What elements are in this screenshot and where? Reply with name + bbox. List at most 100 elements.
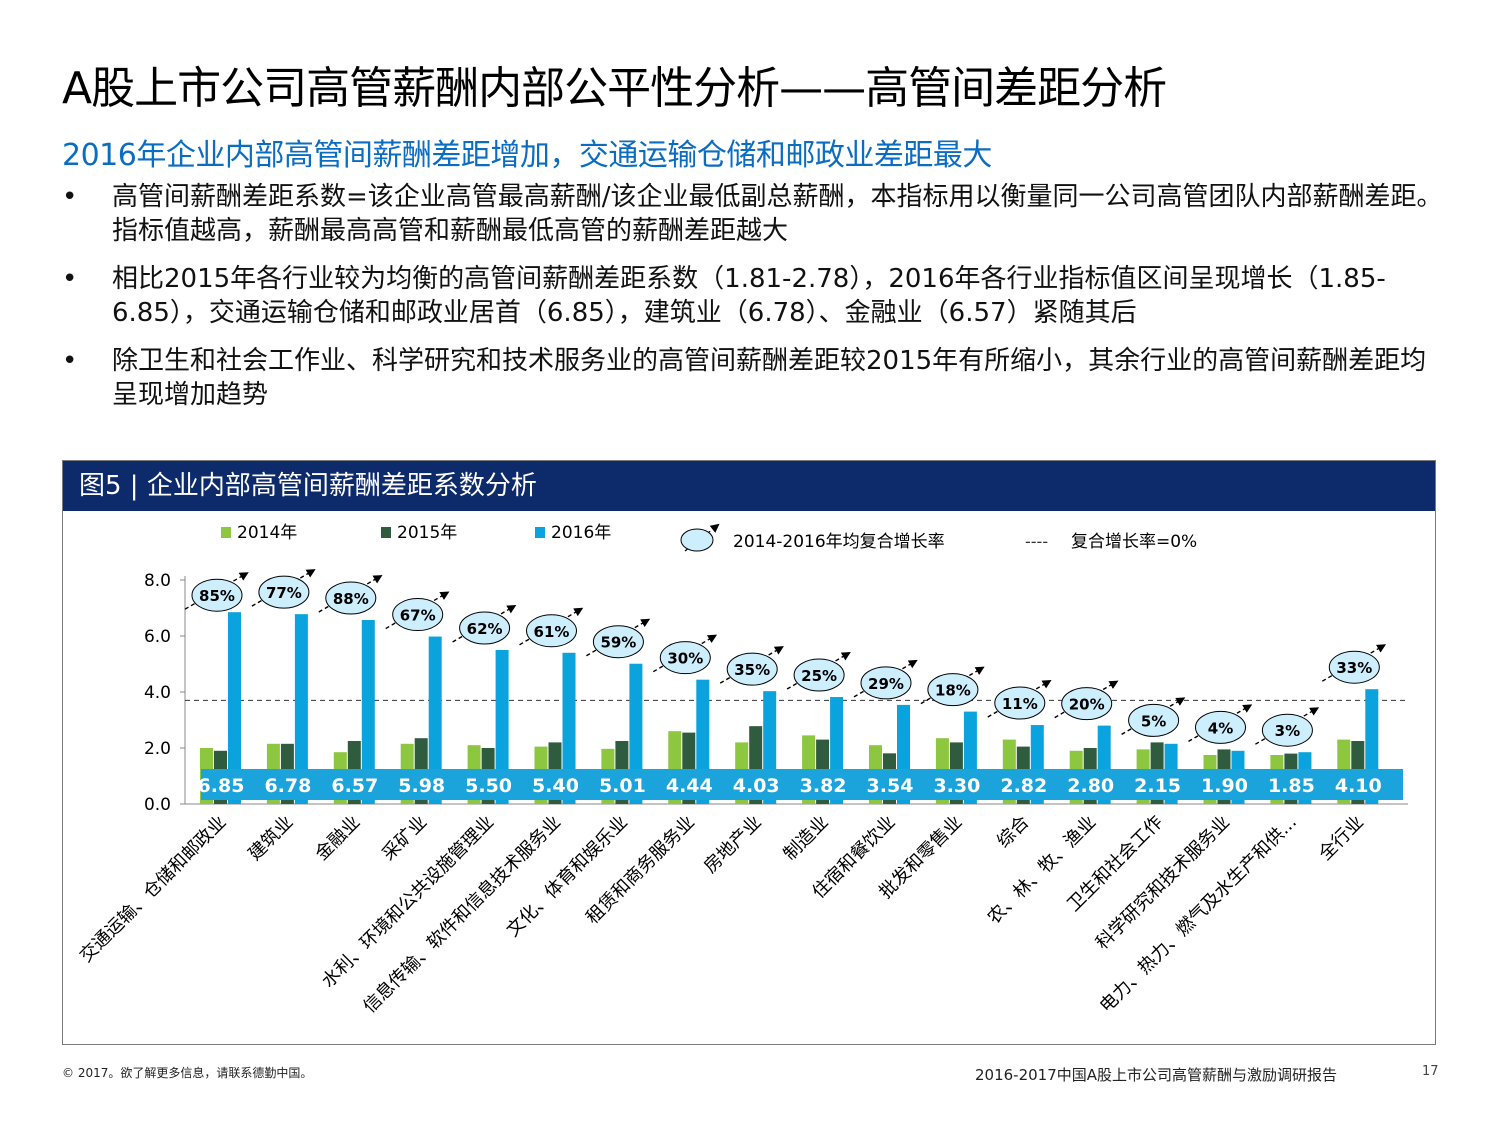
cagr-bubble [459,611,511,645]
footer-copyright: © 2017。欲了解更多信息，请联系德勤中国。 [62,1066,313,1080]
y-tick-label: 2.0 [144,739,171,759]
cagr-bubble [994,686,1046,720]
cagr-label: 35% [734,661,770,679]
legend-swatch-2014 [221,527,231,538]
value-label: 6.85 [198,775,245,797]
category-label: 科学研究和技术服务业 [1092,812,1234,954]
value-label: 6.78 [264,775,311,797]
value-label: 5.01 [599,775,646,797]
cagr-label: 67% [400,607,436,625]
category-label: 采矿业 [378,812,431,865]
cagr-label: 30% [667,650,703,668]
bullet-text: 相比2015年各行业较为均衡的高管间薪酬差距系数（1.81-2.78），2016… [112,264,1386,328]
cagr-bubble [1261,713,1313,747]
cagr-label: 88% [333,590,369,608]
page-number: 17 [1422,1064,1439,1079]
value-label: 2.82 [1000,775,1047,797]
legend-label-2016: 2016年 [551,523,611,543]
bar-2016 [361,620,375,804]
cagr-label: 20% [1069,696,1105,714]
value-label: 4.44 [666,775,713,797]
cagr-label: 33% [1336,659,1372,677]
category-label: 制造业 [780,812,833,865]
legend-label-cagr: 2014-2016年均复合增长率 [733,532,945,552]
value-label: 3.82 [800,775,847,797]
bullet-item: • 相比2015年各行业较为均衡的高管间薪酬差距系数（1.81-2.78），20… [62,262,1447,330]
value-label: 5.50 [465,775,512,797]
cagr-bubble [1061,687,1113,721]
bar-2016 [495,650,509,804]
bullet-item: • 高管间薪酬差距系数=该企业高管最高薪酬/该企业最低副总薪酬，本指标用以衡量同… [62,180,1447,248]
legend-label-2014: 2014年 [237,523,297,543]
bullet-item: • 除卫生和社会工作业、科学研究和技术服务业的高管间薪酬差距较2015年有所缩小… [62,344,1447,412]
legend-label-zero-line: 复合增长率=0% [1071,532,1197,552]
bullet-dot: • [62,182,78,212]
legend-zero-line-symbol: ---- [1025,532,1048,551]
bar-2016 [562,652,576,804]
value-label: 3.54 [867,775,914,797]
value-label: 2.80 [1067,775,1114,797]
y-tick-label: 0.0 [144,795,171,815]
y-tick-label: 6.0 [144,627,171,647]
value-label: 6.57 [331,775,378,797]
category-label: 交通运输、仓储和邮政业 [76,812,231,967]
legend-label-2015: 2015年 [397,523,457,543]
bar-2016 [228,612,241,804]
cagr-label: 3% [1275,722,1300,740]
bar-2016 [428,636,442,804]
value-label: 4.03 [733,775,780,797]
legend-swatch-2016 [535,527,545,538]
cagr-label: 77% [266,584,302,602]
bullet-dot: • [62,346,78,376]
cagr-bubble [793,658,845,692]
value-label: 2.15 [1134,775,1181,797]
cagr-label: 59% [600,634,636,652]
y-tick-label: 4.0 [144,683,171,703]
cagr-label: 62% [467,620,503,638]
page-title: A股上市公司高管薪酬内部公平性分析——高管间差距分析 [62,63,1167,114]
bar-2016 [294,614,308,804]
category-label: 综合 [993,812,1033,852]
page-subtitle: 2016年企业内部高管间薪酬差距增加，交通运输仓储和邮政业差距最大 [62,138,992,173]
bar-2016 [629,663,643,804]
cagr-bubble [191,578,243,612]
bullet-text: 除卫生和社会工作业、科学研究和技术服务业的高管间薪酬差距较2015年有所缩小，其… [112,346,1427,410]
cagr-label: 29% [868,675,904,693]
cagr-label: 25% [801,667,837,685]
cagr-bubble [927,673,979,707]
figure-title: 图5 | 企业内部高管间薪酬差距系数分析 [63,461,1435,511]
cagr-label: 11% [1002,695,1038,713]
cagr-bubble [526,614,577,648]
category-label: 建筑业 [244,812,297,865]
cagr-bubble [392,598,444,632]
y-tick-label: 8.0 [144,571,171,591]
cagr-bubble [592,625,644,659]
cagr-bubble [1328,650,1380,684]
bullet-text: 高管间薪酬差距系数=该企业高管最高薪酬/该企业最低副总薪酬，本指标用以衡量同一公… [112,182,1443,246]
bar-chart: 0.0 2.0 4.0 6.0 8.0 6.85 6.78 6.57 5.98 5.50 5.40 5… [76,523,1408,1017]
bullet-dot: • [62,264,78,294]
cagr-bubble [325,581,377,615]
legend-swatch-2015 [381,527,391,538]
value-label: 5.40 [532,775,579,797]
category-label: 文化、体育和娱乐业 [503,812,632,941]
bullet-list: • 高管间薪酬差距系数=该企业高管最高薪酬/该企业最低副总薪酬，本指标用以衡量同… [62,180,1447,426]
value-label: 3.30 [933,775,980,797]
cagr-label: 4% [1208,719,1233,737]
cagr-bubble [659,641,711,675]
category-label: 全行业 [1315,812,1368,865]
category-label: 房地产业 [700,812,766,878]
cagr-label: 61% [534,623,570,641]
value-label: 4.10 [1335,775,1382,797]
cagr-bubble [1128,703,1180,737]
cagr-bubble [258,575,310,609]
footer-report-title: 2016-2017中国A股上市公司高管薪酬与激励调研报告 [975,1066,1338,1084]
value-label: 5.98 [398,775,445,797]
legend-cagr-bubble [680,528,714,552]
cagr-label: 5% [1141,712,1166,730]
cagr-label: 18% [935,682,971,700]
cagr-label: 85% [199,587,235,605]
figure-box: 图5 | 企业内部高管间薪酬差距系数分析 0.0 2.0 4.0 6.0 8.0 6.85… [62,460,1436,1045]
value-label: 1.85 [1268,775,1315,797]
cagr-bubble [1195,710,1246,744]
